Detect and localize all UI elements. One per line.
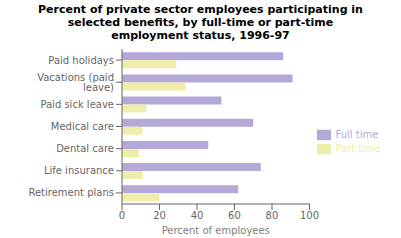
svg-text:Vacations (paidleave): Vacations (paidleave) (37, 72, 114, 93)
svg-text:0: 0 (119, 210, 125, 221)
html-text:selected benefits, by full-tim: selected benefits, by full-time or part-… (67, 16, 334, 29)
svg-text:Percent of employees: Percent of employees (162, 225, 270, 236)
svg-text:Paid holidays: Paid holidays (48, 55, 114, 66)
svg-text:Dental care: Dental care (56, 143, 114, 154)
svg-text:Medical care: Medical care (51, 121, 114, 132)
svg-text:20: 20 (153, 210, 166, 221)
svg-text:Paid sick leave: Paid sick leave (40, 99, 114, 110)
html-text:Part time: Part time (335, 142, 381, 154)
html-text:employment status, 1996-97: employment status, 1996-97 (111, 29, 290, 42)
svg-text:Retirement plans: Retirement plans (28, 187, 114, 198)
html-text:Full time: Full time (335, 128, 379, 140)
svg-text:80: 80 (266, 210, 279, 221)
html-text:Percent of private sector empl: Percent of private sector employees part… (38, 3, 363, 16)
svg-text:40: 40 (191, 210, 204, 221)
svg-text:Life insurance: Life insurance (44, 165, 114, 176)
svg-text:60: 60 (228, 210, 241, 221)
svg-text:100: 100 (300, 210, 319, 221)
